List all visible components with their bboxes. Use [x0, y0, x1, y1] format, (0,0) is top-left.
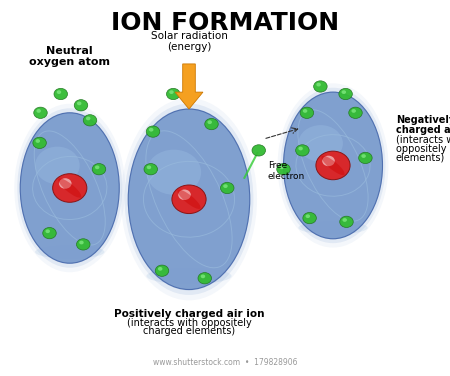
Circle shape — [76, 239, 90, 250]
Circle shape — [300, 107, 314, 118]
Circle shape — [79, 241, 84, 244]
Ellipse shape — [147, 268, 231, 284]
Circle shape — [178, 190, 191, 200]
Circle shape — [342, 90, 346, 94]
Circle shape — [198, 273, 212, 284]
Circle shape — [220, 182, 234, 194]
Circle shape — [359, 152, 372, 164]
Circle shape — [306, 214, 310, 218]
Text: elements): elements) — [396, 153, 445, 163]
Circle shape — [33, 137, 46, 149]
Circle shape — [158, 267, 162, 271]
Circle shape — [201, 274, 205, 278]
Text: Positively charged air ion: Positively charged air ion — [114, 309, 264, 319]
Ellipse shape — [14, 104, 125, 272]
Circle shape — [77, 102, 81, 105]
Circle shape — [149, 128, 153, 132]
Ellipse shape — [128, 108, 250, 290]
Ellipse shape — [128, 109, 250, 290]
Circle shape — [169, 90, 174, 94]
Circle shape — [277, 164, 290, 175]
Circle shape — [83, 115, 97, 126]
Circle shape — [36, 139, 40, 143]
Circle shape — [57, 90, 61, 94]
FancyArrow shape — [175, 64, 203, 109]
Text: charged air ion: charged air ion — [396, 125, 450, 135]
Text: Free
electron: Free electron — [268, 161, 305, 181]
Ellipse shape — [298, 125, 343, 162]
Circle shape — [53, 174, 87, 202]
Circle shape — [205, 118, 218, 130]
Circle shape — [361, 154, 366, 158]
Circle shape — [316, 83, 321, 86]
Ellipse shape — [278, 83, 388, 247]
Text: www.shutterstock.com  •  179828906: www.shutterstock.com • 179828906 — [153, 358, 297, 367]
Ellipse shape — [58, 178, 81, 198]
Circle shape — [298, 147, 303, 150]
Circle shape — [252, 145, 266, 156]
Ellipse shape — [35, 147, 80, 184]
Circle shape — [342, 218, 347, 222]
Text: Neutral
oxygen atom: Neutral oxygen atom — [29, 45, 110, 67]
Ellipse shape — [35, 245, 104, 259]
Circle shape — [322, 156, 335, 166]
Circle shape — [172, 185, 206, 214]
Ellipse shape — [125, 104, 253, 295]
Circle shape — [43, 227, 56, 239]
Circle shape — [147, 165, 151, 169]
Circle shape — [74, 100, 88, 111]
Ellipse shape — [280, 88, 386, 243]
Circle shape — [92, 164, 106, 175]
Circle shape — [54, 88, 68, 100]
Circle shape — [349, 107, 362, 118]
Ellipse shape — [17, 108, 122, 268]
Circle shape — [303, 109, 307, 113]
Circle shape — [339, 88, 352, 100]
Circle shape — [340, 216, 353, 227]
Circle shape — [351, 109, 356, 113]
Circle shape — [95, 165, 99, 169]
Ellipse shape — [20, 112, 120, 264]
Circle shape — [59, 178, 72, 189]
Circle shape — [223, 184, 228, 188]
Circle shape — [146, 126, 160, 137]
Circle shape — [279, 165, 284, 169]
Circle shape — [303, 212, 316, 224]
Circle shape — [314, 81, 327, 92]
Ellipse shape — [321, 156, 345, 175]
Text: Negatively: Negatively — [396, 115, 450, 125]
Ellipse shape — [147, 150, 201, 195]
Circle shape — [144, 164, 158, 175]
Text: oppositely charged: oppositely charged — [396, 144, 450, 153]
Ellipse shape — [298, 221, 368, 234]
Text: (interacts with oppositely: (interacts with oppositely — [126, 318, 252, 328]
Circle shape — [166, 88, 180, 100]
Ellipse shape — [20, 113, 119, 263]
Circle shape — [155, 265, 169, 276]
Ellipse shape — [283, 91, 383, 240]
Ellipse shape — [121, 98, 257, 300]
Circle shape — [207, 120, 212, 124]
Circle shape — [86, 117, 90, 120]
Text: Solar radiation
(energy): Solar radiation (energy) — [151, 30, 227, 52]
Circle shape — [36, 109, 41, 113]
Ellipse shape — [177, 190, 201, 209]
Ellipse shape — [284, 92, 382, 239]
Circle shape — [45, 229, 50, 233]
Circle shape — [316, 151, 350, 180]
Text: (interacts with: (interacts with — [396, 134, 450, 144]
Circle shape — [296, 145, 309, 156]
Text: ION FORMATION: ION FORMATION — [111, 11, 339, 35]
Text: charged elements): charged elements) — [143, 326, 235, 336]
Circle shape — [34, 107, 47, 118]
